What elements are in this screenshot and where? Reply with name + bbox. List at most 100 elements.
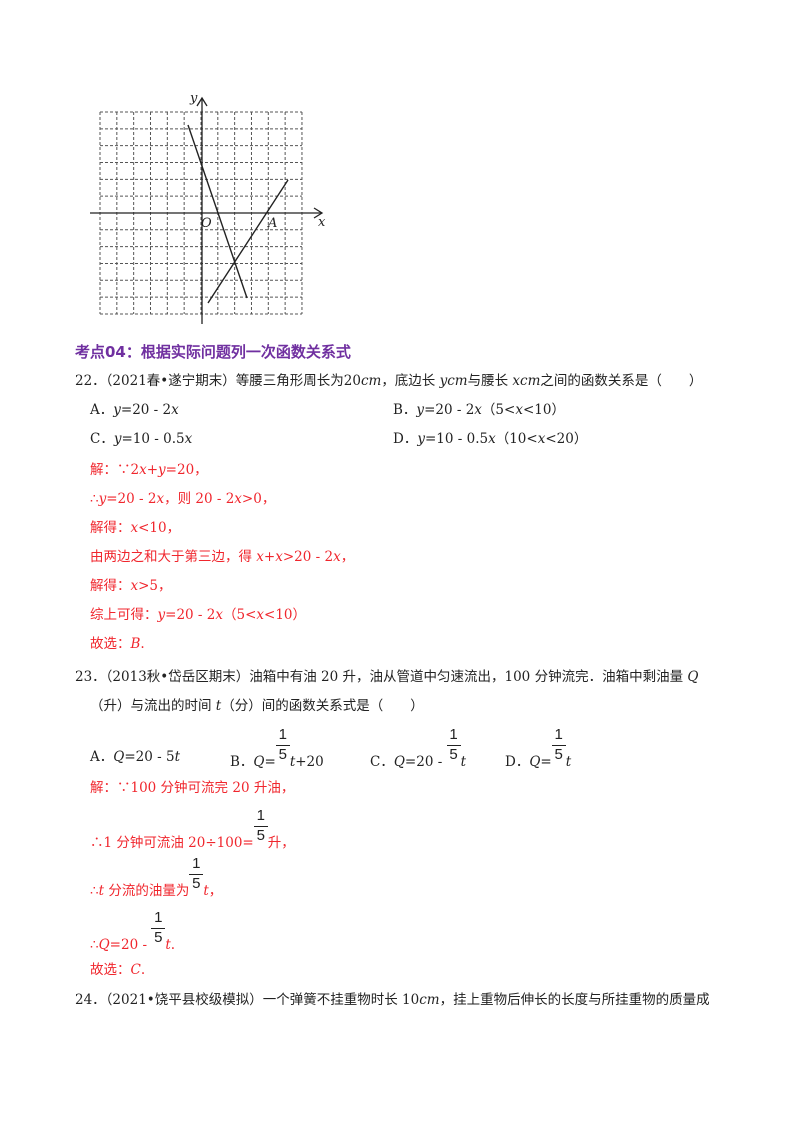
section-heading: 考点04：根据实际问题列一次函数关系式 <box>75 343 351 361</box>
fraction-numerator: 1 <box>192 855 201 872</box>
text-segment: =20 - <box>404 754 447 770</box>
fraction-denominator: 5 <box>554 746 563 763</box>
text-segment: Q <box>687 669 699 685</box>
fraction-bar <box>189 874 204 875</box>
fraction-numerator: 1 <box>278 726 287 743</box>
text-segment: xcm <box>512 373 541 389</box>
text-segment: ycm <box>439 373 468 389</box>
text-segment: y <box>417 431 425 447</box>
text-segment: 故选： <box>90 962 131 978</box>
text-segment: ∴1 分钟可流油 20÷100= <box>90 835 254 851</box>
text-segment: =20， <box>165 462 208 478</box>
text-segment: 23．（2013秋•岱岳区期末）油箱中有油 20 升，油从管道中匀速流出，100… <box>75 669 688 685</box>
text-segment: cm <box>360 373 382 389</box>
fraction-denominator: 5 <box>449 746 458 763</box>
text-segment: C． <box>90 431 114 447</box>
text-segment: =20 - 2 <box>120 402 172 418</box>
text-segment: . <box>170 937 176 953</box>
text-segment: x <box>537 431 546 447</box>
text-segment: x <box>130 578 139 594</box>
text-segment: ∴ <box>90 883 99 899</box>
text-segment: <20） <box>545 431 588 447</box>
text-segment: =20 - 2 <box>165 607 216 623</box>
text-segment: y <box>98 491 107 507</box>
fraction-bar <box>446 745 461 746</box>
text-segment: x <box>333 549 341 565</box>
text-segment: 解得： <box>90 578 131 594</box>
text-segment: 24．（2021•饶平县校级模拟）一个弹簧不挂重物时长 10 <box>75 992 420 1008</box>
text-segment: =10 - 0.5 <box>121 431 185 447</box>
fraction-bar <box>253 826 268 827</box>
fraction-bar <box>151 928 166 929</box>
text-segment: t <box>203 883 209 899</box>
text-segment: 分流的油量为 <box>104 883 190 899</box>
fraction-numerator: 1 <box>449 726 458 743</box>
line-decreasing <box>187 124 248 299</box>
text-segment: y <box>113 431 122 447</box>
text-segment: +20 <box>295 754 324 770</box>
text-segment: x <box>275 549 283 565</box>
text-segment: B <box>130 636 141 652</box>
text-segment: 解得： <box>90 520 131 536</box>
text-segment: = <box>264 754 276 770</box>
text-segment: ，则 20 - 2 <box>164 491 235 507</box>
text-segment: t <box>215 698 222 714</box>
fraction-denominator: 5 <box>154 929 163 946</box>
text-segment: ∴ <box>90 937 99 953</box>
text-segment: x <box>474 402 482 418</box>
fraction-denominator: 5 <box>278 746 287 763</box>
text-segment: t <box>565 754 572 770</box>
fraction-bar <box>551 745 566 746</box>
solution-line: 故选：C. <box>90 961 145 979</box>
text-segment: x <box>256 549 264 565</box>
y-axis-arrow <box>196 96 208 107</box>
text-segment: ，底边长 <box>381 373 440 389</box>
text-segment: 升， <box>267 835 295 851</box>
text-segment: + <box>146 462 159 478</box>
text-segment: =20 - 2 <box>106 491 157 507</box>
solution-line: 综上可得：y=20 - 2x（5<x<10） <box>90 606 306 624</box>
fraction-denominator: 5 <box>256 827 265 844</box>
text-segment: =20 - 5 <box>124 749 175 765</box>
text-segment: 与腰长 <box>467 373 513 389</box>
text-segment: 考点04：根据实际问题列一次函数关系式 <box>75 343 351 361</box>
fraction-numerator: 1 <box>554 726 563 743</box>
text-segment: （5< <box>481 402 516 418</box>
text-segment: t <box>98 883 105 899</box>
text-segment: Q <box>253 754 265 770</box>
text-segment: D． <box>505 754 530 770</box>
solution-line: 解：∵100 分钟可流完 20 升油， <box>90 779 294 797</box>
text-segment: y <box>416 402 425 418</box>
solution-line: 故选：B. <box>90 635 145 653</box>
text-segment: 由两边之和大于第三边，得 <box>90 549 257 565</box>
text-segment: C． <box>370 754 394 770</box>
text-segment: 22．（2021春•遂宁期末）等腰三角形周长为20 <box>75 373 361 389</box>
text-segment: 故选： <box>90 636 131 652</box>
text-segment: <10） <box>522 402 565 418</box>
text-segment: x <box>130 520 139 536</box>
text-segment: t <box>174 749 180 765</box>
coordinate-graph: x y O A <box>90 91 326 324</box>
point-a-label: A <box>267 216 277 231</box>
text-segment: x <box>156 491 165 507</box>
text-segment: ， <box>208 883 223 899</box>
text-segment: （5< <box>223 607 257 623</box>
question-line: D．Q= 1 5 t <box>505 726 572 771</box>
text-segment: x <box>215 607 223 623</box>
text-segment: 综上可得： <box>90 607 158 623</box>
text-segment: ∴ <box>90 491 99 507</box>
solution-line: 解得：x>5， <box>90 577 172 595</box>
text-segment: （升）与流出的时间 <box>90 698 216 714</box>
text-segment: Q <box>98 937 110 953</box>
text-segment: x <box>171 402 179 418</box>
text-segment: x <box>184 431 193 447</box>
text-segment: A． <box>90 402 114 418</box>
x-axis-label: x <box>318 215 326 230</box>
text-segment: A． <box>90 749 114 765</box>
